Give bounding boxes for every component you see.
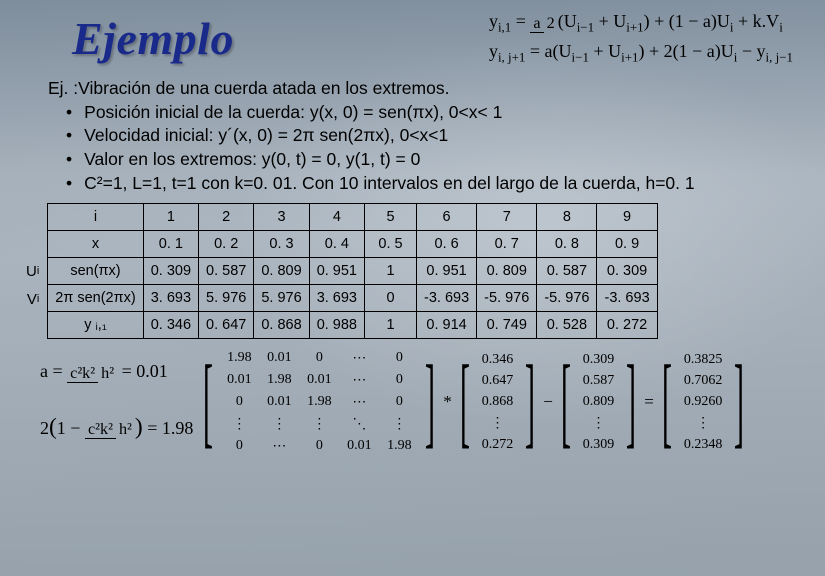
description: Ej. :Vibración de una cuerda atada en lo… <box>48 77 807 195</box>
data-table: i123456789x0. 10. 20. 30. 40. 50. 60. 70… <box>47 203 657 339</box>
eq-2: 2(1 − c²k²h²) = 1.98 <box>40 396 193 459</box>
op-star: * <box>443 392 452 412</box>
formula-1: yi,1 = a2(Ui−1 + Ui+1) + (1 − a)Ui + k.V… <box>489 8 793 38</box>
side-labels: Ui Vi <box>26 201 43 341</box>
desc-lead: Ej. :Vibración de una cuerda atada en lo… <box>48 77 807 101</box>
side-label-vi: Vi <box>26 285 43 313</box>
bullet: Valor en los extremos: y(0, t) = 0, y(1,… <box>48 148 807 172</box>
bullet-list: Posición inicial de la cuerda: y(x, 0) =… <box>48 101 807 196</box>
bullet: Posición inicial de la cuerda: y(x, 0) =… <box>48 101 807 125</box>
side-label-ui: Ui <box>26 257 43 285</box>
formula-2: yi, j+1 = a(Ui−1 + Ui+1) + 2(1 − a)Ui − … <box>489 38 793 68</box>
matrix-a: 1.980.010⋯00.011.980.01⋯000.011.98⋯0⋮⋮⋮⋱… <box>219 347 419 457</box>
left-equations: a = c²k²h² = 0.01 2(1 − c²k²h²) = 1.98 <box>40 347 193 459</box>
op-minus: − <box>543 392 553 412</box>
bullet: C²=1, L=1, t=1 con k=0. 01. Con 10 inter… <box>48 172 807 196</box>
eq-a: a = c²k²h² = 0.01 <box>40 347 193 396</box>
bullet: Velocidad inicial: y´(x, 0) = 2π sen(2πx… <box>48 124 807 148</box>
vec-y0: 0.3090.5870.809⋮0.309 <box>577 349 621 455</box>
vec-y2: 0.38250.70620.9260⋮0.2348 <box>678 349 729 455</box>
op-eq: = <box>644 392 654 412</box>
vec-y1: 0.3460.6470.868⋮0.272 <box>476 349 520 455</box>
formulas: yi,1 = a2(Ui−1 + Ui+1) + (1 − a)Ui + k.V… <box>489 8 793 67</box>
matrix-equation: [ 1.980.010⋯00.011.980.01⋯000.011.98⋯0⋮⋮… <box>203 347 744 457</box>
